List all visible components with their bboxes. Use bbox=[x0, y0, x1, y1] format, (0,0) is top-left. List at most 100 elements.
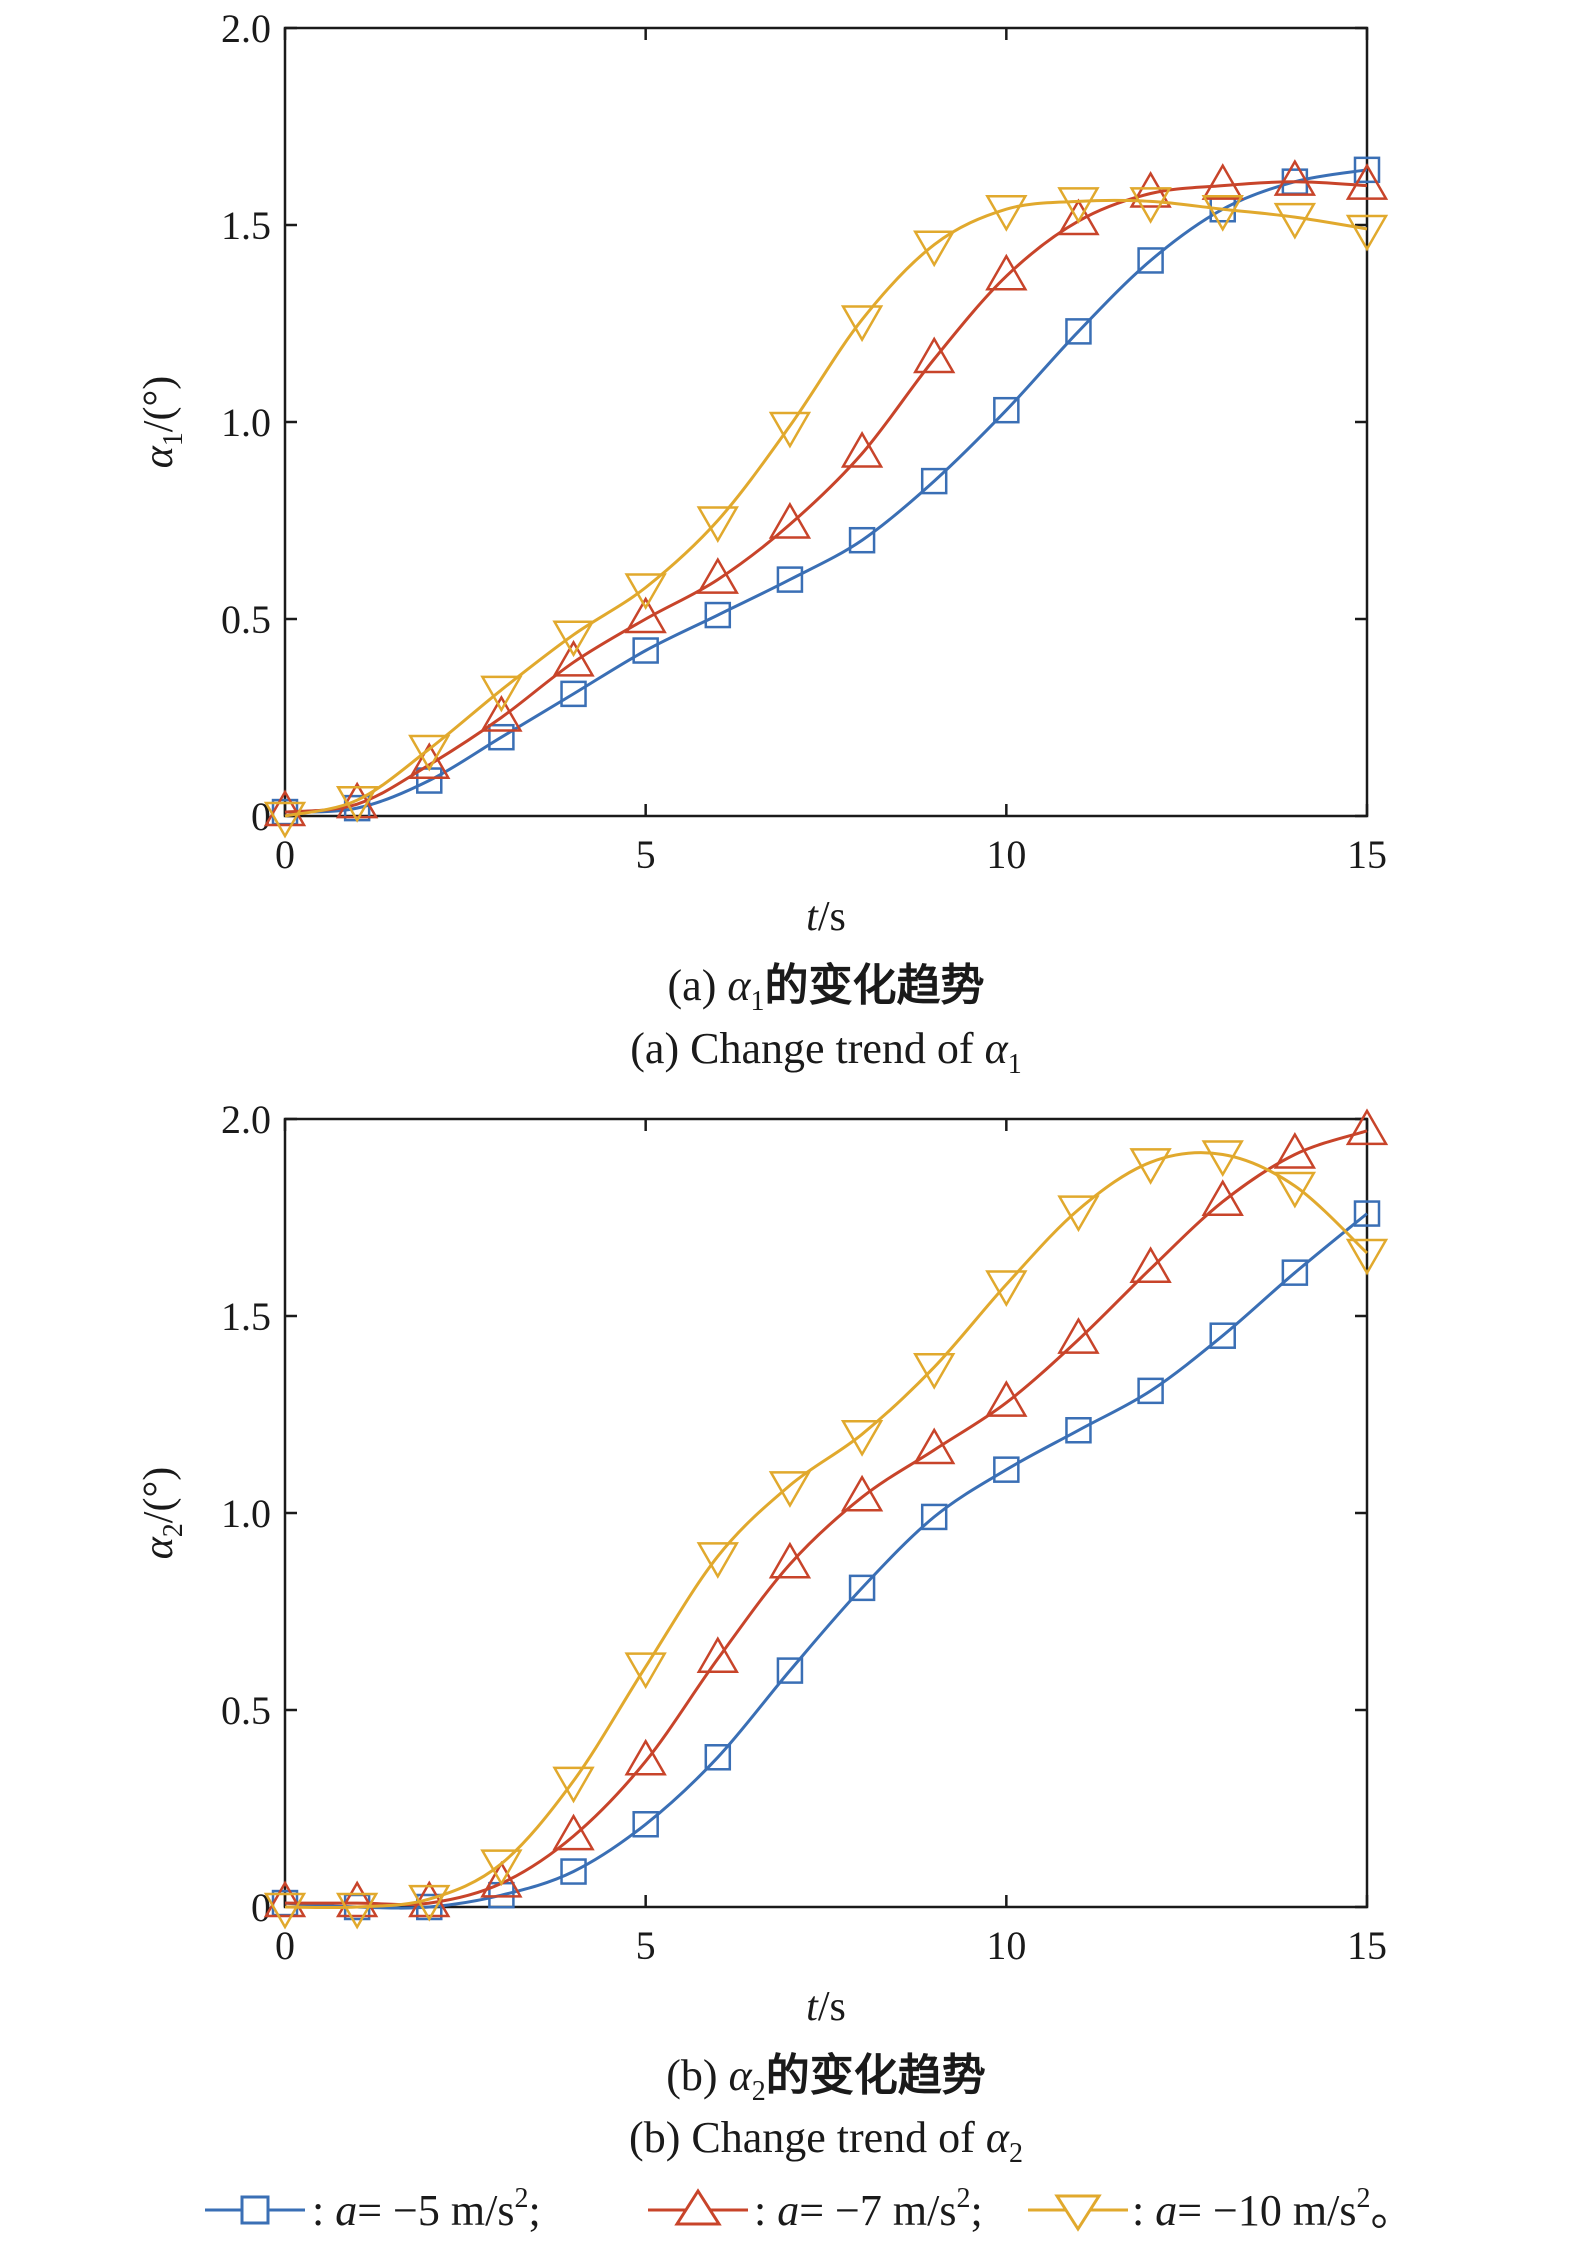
square-marker bbox=[848, 526, 876, 554]
triangle-down-marker bbox=[1345, 1238, 1389, 1276]
chart-b: 0 5 10 15 0 0.5 1.0 1.5 2.0 α2/(°) t/s (b) α2的变化… bbox=[136, 1097, 1389, 2169]
chart-b-caption-cn: (b) α2的变化趋势 bbox=[666, 2051, 985, 2107]
triangle-up-marker bbox=[696, 1636, 739, 1674]
triangle-up-marker bbox=[624, 596, 667, 634]
square-marker bbox=[1209, 1322, 1236, 1349]
triangle-up-marker bbox=[1345, 163, 1389, 200]
square-marker bbox=[776, 1657, 804, 1684]
triangle-down-marker bbox=[1129, 187, 1172, 224]
legend-label-a7: : a= −7 m/s2; bbox=[754, 2183, 983, 2235]
triangle-up-marker bbox=[480, 1860, 523, 1898]
chart-a-frame bbox=[283, 26, 1369, 818]
triangle-up-marker bbox=[335, 781, 379, 819]
triangle-up-marker bbox=[985, 253, 1028, 291]
triangle-down-marker bbox=[480, 675, 523, 713]
chart-a-caption-cn: (a) α1的变化趋势 bbox=[668, 961, 985, 1017]
triangle-down-marker bbox=[335, 1892, 379, 1930]
x-tick-label: 10 bbox=[986, 832, 1026, 877]
triangle-down-marker bbox=[985, 1270, 1028, 1307]
square-marker bbox=[704, 1744, 732, 1771]
chart-b-frame bbox=[283, 1117, 1369, 1909]
triangle-up-marker bbox=[552, 1813, 595, 1851]
triangle-up-marker bbox=[696, 557, 739, 594]
triangle-down-marker bbox=[1129, 1148, 1172, 1185]
legend-label-a10: : a= −10 m/s2。 bbox=[1132, 2183, 1414, 2235]
y-tick-label: 2.0 bbox=[221, 1097, 271, 1142]
triangle-up-marker bbox=[913, 336, 956, 374]
chart-b-caption-en: (b) Change trend of α2 bbox=[629, 2113, 1023, 2169]
triangle-up-marker bbox=[1273, 159, 1317, 196]
square-marker bbox=[560, 1858, 587, 1885]
chart-a: 0 5 10 15 0 0.5 1.0 1.5 2.0 α1/(°) t/s (a) α1的变化… bbox=[136, 6, 1389, 1080]
chart-a-series bbox=[263, 156, 1389, 839]
square-marker bbox=[848, 1574, 876, 1602]
triangle-up-marker bbox=[768, 1541, 812, 1579]
series-line bbox=[284, 1212, 1368, 1910]
square-marker bbox=[1353, 1200, 1381, 1227]
triangle-up-marker bbox=[840, 1474, 884, 1512]
square-marker bbox=[920, 1503, 948, 1531]
square-marker bbox=[1353, 156, 1381, 184]
triangle-down-marker bbox=[840, 305, 884, 343]
triangle-down-marker bbox=[263, 801, 307, 839]
triangle-down-marker bbox=[1201, 1140, 1244, 1177]
triangle-up-marker bbox=[1201, 163, 1244, 200]
x-tick-label: 15 bbox=[1347, 1923, 1387, 1968]
triangle-up-marker bbox=[480, 694, 523, 732]
triangle-down-marker bbox=[840, 1419, 884, 1457]
y-tick-label: 0.5 bbox=[221, 1688, 271, 1733]
chart-a-ticks: 0 5 10 15 0 0.5 1.0 1.5 2.0 bbox=[221, 6, 1387, 877]
square-marker bbox=[488, 723, 515, 751]
triangle-down-marker bbox=[335, 785, 379, 823]
square-marker bbox=[632, 637, 659, 664]
series-line bbox=[284, 168, 1368, 814]
triangle-down-marker bbox=[696, 506, 739, 544]
square-marker bbox=[1065, 318, 1092, 345]
triangle-up-marker bbox=[624, 1738, 667, 1776]
triangle-down-marker bbox=[624, 1652, 667, 1690]
triangle-up-marker bbox=[840, 431, 884, 468]
y-tick-label: 1.5 bbox=[221, 203, 271, 248]
triangle-up-marker bbox=[1057, 1317, 1100, 1354]
chart-a-x-axis-label: t/s bbox=[806, 894, 846, 940]
legend-square-marker bbox=[240, 2195, 270, 2225]
triangle-down-marker bbox=[768, 1471, 812, 1508]
triangle-down-marker bbox=[913, 1352, 956, 1390]
legend-entry-a10: : a= −10 m/s2。 bbox=[1028, 2183, 1414, 2235]
triangle-up-marker bbox=[263, 789, 307, 827]
chart-a-y-axis-label: α1/(°) bbox=[136, 376, 189, 468]
square-marker bbox=[993, 396, 1020, 424]
triangle-up-marker bbox=[768, 501, 812, 539]
legend-triangle-up-marker bbox=[674, 2188, 722, 2226]
chart-b-x-axis-label: t/s bbox=[806, 1984, 846, 2030]
square-marker bbox=[920, 467, 948, 495]
triangle-up-marker bbox=[263, 1880, 307, 1918]
triangle-up-marker bbox=[985, 1380, 1028, 1417]
y-tick-label: 0.5 bbox=[221, 597, 271, 642]
x-tick-label: 5 bbox=[636, 832, 656, 877]
square-marker bbox=[632, 1811, 659, 1838]
triangle-down-marker bbox=[552, 620, 595, 658]
triangle-down-marker bbox=[1345, 214, 1389, 252]
y-tick-label: 1.0 bbox=[221, 1491, 271, 1536]
square-marker bbox=[1137, 1377, 1164, 1405]
y-tick-label: 1.0 bbox=[221, 400, 271, 445]
triangle-up-marker bbox=[1345, 1108, 1389, 1146]
triangle-down-marker bbox=[985, 194, 1028, 232]
triangle-up-marker bbox=[552, 639, 595, 677]
triangle-up-marker bbox=[335, 1880, 379, 1918]
legend-label-a5: : a= −5 m/s2; bbox=[312, 2183, 541, 2235]
square-marker bbox=[704, 601, 732, 629]
x-tick-label: 0 bbox=[275, 1923, 295, 1968]
legend: : a= −5 m/s2; : a= −7 m/s2; : a= −10 m/s… bbox=[205, 2183, 1414, 2235]
chart-b-y-axis-label: α2/(°) bbox=[136, 1467, 189, 1559]
legend-entry-a7: : a= −7 m/s2; bbox=[648, 2183, 983, 2235]
triangle-down-marker bbox=[1273, 1171, 1317, 1209]
chart-a-caption-en: (a) Change trend of α1 bbox=[630, 1024, 1021, 1080]
chart-b-ticks: 0 5 10 15 0 0.5 1.0 1.5 2.0 bbox=[221, 1097, 1387, 1968]
triangle-up-marker bbox=[408, 742, 451, 780]
triangle-down-marker bbox=[263, 1892, 307, 1930]
legend-triangle-down-marker bbox=[1054, 2194, 1102, 2232]
series-line bbox=[284, 180, 1368, 814]
